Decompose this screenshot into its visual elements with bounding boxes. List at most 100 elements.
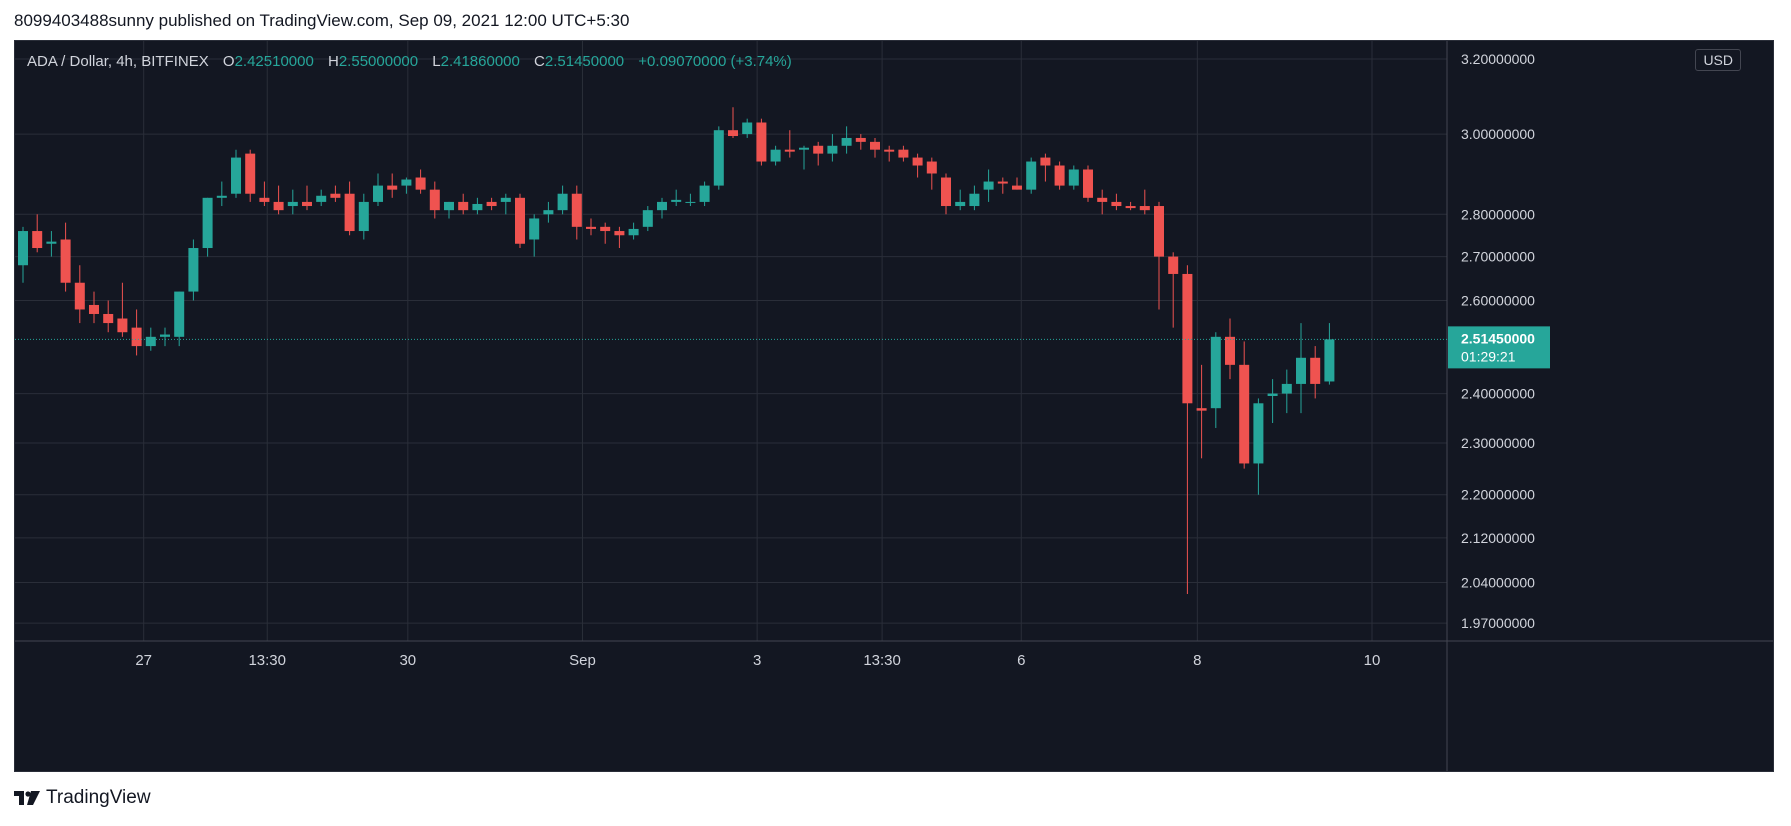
candle-body bbox=[344, 193, 355, 232]
candle-body bbox=[770, 149, 781, 162]
x-tick-label: 10 bbox=[1364, 652, 1381, 669]
candle-body bbox=[1139, 206, 1150, 211]
candle-body bbox=[855, 137, 866, 142]
candle-body bbox=[174, 291, 185, 337]
candle-body bbox=[685, 201, 696, 203]
candle-body bbox=[614, 231, 625, 236]
candle-body bbox=[1239, 364, 1250, 464]
y-tick-label: 2.30000000 bbox=[1461, 435, 1535, 451]
candle-body bbox=[259, 197, 270, 202]
candle-body bbox=[699, 185, 710, 202]
candle-body bbox=[145, 336, 156, 347]
candle-body bbox=[728, 130, 738, 137]
candle-body bbox=[1182, 273, 1193, 404]
candle-body bbox=[273, 201, 284, 211]
y-tick-label: 2.70000000 bbox=[1461, 249, 1535, 265]
candlestick-chart[interactable]: 3.20000000 3.00000000 2.80000000 2.70000000… bbox=[15, 41, 1773, 771]
candle-body bbox=[1168, 256, 1179, 274]
tradingview-logo[interactable]: TradingView bbox=[14, 787, 151, 809]
candle-body bbox=[1324, 339, 1335, 382]
chart-pane[interactable]: 3.20000000 3.00000000 2.80000000 2.70000000… bbox=[14, 40, 1774, 772]
candle-body bbox=[287, 201, 298, 207]
candle-body bbox=[841, 137, 852, 146]
candle-body bbox=[1210, 336, 1221, 409]
candle-body bbox=[131, 327, 142, 347]
bar-countdown: 01:29:21 bbox=[1461, 348, 1516, 364]
close-value: 2.51450000 bbox=[544, 53, 625, 70]
high-label: H bbox=[328, 53, 339, 70]
candle-body bbox=[515, 197, 525, 244]
candle-body bbox=[870, 141, 880, 150]
candle-body bbox=[1296, 357, 1306, 384]
candle-body bbox=[671, 199, 682, 202]
candle-body bbox=[1125, 206, 1136, 209]
candle-body bbox=[827, 145, 838, 154]
candle-body bbox=[813, 145, 824, 154]
candle-body bbox=[302, 201, 312, 207]
candle-body bbox=[316, 195, 327, 202]
candle-body bbox=[1310, 357, 1321, 384]
candle-body bbox=[245, 153, 256, 194]
x-tick-label: 27 bbox=[135, 652, 152, 669]
candle-body bbox=[103, 313, 114, 324]
candle-body bbox=[458, 201, 469, 211]
open-value: 2.42510000 bbox=[234, 53, 314, 70]
candle-body bbox=[799, 147, 809, 150]
candle-body bbox=[216, 195, 227, 198]
candle-body bbox=[1196, 408, 1207, 411]
candle-body bbox=[884, 149, 895, 152]
candle-body bbox=[160, 334, 170, 337]
candle-body bbox=[586, 226, 596, 229]
y-tick-label: 2.80000000 bbox=[1461, 206, 1535, 222]
candle-body bbox=[742, 122, 753, 135]
tradingview-logo-icon bbox=[14, 791, 40, 805]
publish-info: 8099403488sunny published on TradingView… bbox=[14, 11, 630, 30]
low-label: L bbox=[432, 53, 441, 70]
candle-body bbox=[571, 193, 582, 227]
candle-body bbox=[557, 193, 568, 211]
candle-body bbox=[472, 203, 483, 211]
candle-body bbox=[330, 193, 341, 198]
candle-body bbox=[415, 177, 426, 190]
y-tick-label: 2.60000000 bbox=[1461, 292, 1535, 308]
brand-name: TradingView bbox=[46, 787, 151, 808]
candle-body bbox=[18, 231, 28, 266]
x-tick-label: 8 bbox=[1193, 652, 1201, 669]
candle-body bbox=[1040, 157, 1051, 166]
currency-badge[interactable]: USD bbox=[1695, 49, 1741, 71]
candle-body bbox=[117, 318, 128, 333]
candle-body bbox=[642, 210, 653, 227]
x-tick-label: 30 bbox=[399, 652, 416, 669]
y-tick-label: 3.00000000 bbox=[1461, 126, 1535, 142]
candle-body bbox=[657, 201, 667, 211]
candle-body bbox=[231, 157, 241, 194]
candle-body bbox=[1068, 169, 1079, 186]
candle-body bbox=[628, 228, 639, 236]
candle-body bbox=[955, 201, 966, 207]
candle-body bbox=[713, 130, 724, 186]
x-tick-label: 6 bbox=[1017, 652, 1025, 669]
candle-body bbox=[926, 161, 937, 174]
candle-body bbox=[46, 241, 57, 244]
candle-body bbox=[529, 218, 540, 240]
symbol-info: ADA / Dollar, 4h, BITFINEX bbox=[27, 53, 209, 70]
y-tick-label: 3.20000000 bbox=[1461, 51, 1535, 67]
x-tick-label: Sep bbox=[569, 652, 596, 669]
candle-body bbox=[32, 231, 43, 249]
candle-body bbox=[941, 177, 951, 207]
candle-body bbox=[983, 181, 994, 190]
high-value: 2.55000000 bbox=[338, 53, 419, 70]
candle-body bbox=[74, 282, 85, 310]
candle-body bbox=[1026, 161, 1037, 190]
candle-body bbox=[997, 181, 1008, 184]
candle-body bbox=[543, 210, 554, 215]
candle-body bbox=[1111, 201, 1122, 207]
candle-body bbox=[429, 189, 440, 211]
current-price-value: 2.51450000 bbox=[1461, 330, 1535, 346]
current-price-tag bbox=[1448, 326, 1550, 369]
candle-body bbox=[1054, 165, 1065, 186]
ohlc-legend: ADA / Dollar, 4h, BITFINEX O2.42510000 H… bbox=[27, 53, 792, 70]
candle-body bbox=[600, 226, 611, 232]
candle-body bbox=[1253, 403, 1264, 464]
y-tick-label: 2.40000000 bbox=[1461, 386, 1535, 402]
